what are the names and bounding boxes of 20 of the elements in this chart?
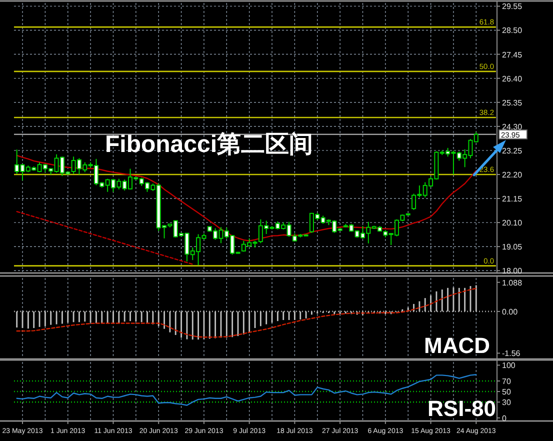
y-tick-label: 27.45 xyxy=(502,50,523,60)
annotation: RSI-80 xyxy=(428,396,496,421)
y-tick-label: 22.20 xyxy=(502,170,523,180)
y-tick-label: -1.56 xyxy=(502,349,521,358)
y-tick-label: 30 xyxy=(502,398,512,408)
y-tick-label: 1.088 xyxy=(502,278,523,288)
y-tick-label: 21.15 xyxy=(502,194,523,204)
y-tick-label: 70 xyxy=(502,376,512,386)
y-tick-label: 19.05 xyxy=(502,242,523,252)
y-tick-label: 25.35 xyxy=(502,98,523,108)
y-tick-label: 100 xyxy=(502,361,516,370)
y-tick-label: 50 xyxy=(502,388,512,397)
y-tick-label: 28.50 xyxy=(502,26,523,36)
y-tick-label: 24.30 xyxy=(502,122,523,132)
y-tick-label: 29.55 xyxy=(502,2,523,12)
y-tick-label: 20.10 xyxy=(502,218,523,228)
y-tick-label: 26.40 xyxy=(502,74,523,84)
y-tick-label: 0.00 xyxy=(502,307,518,316)
annotation: MACD xyxy=(424,333,490,358)
y-tick-label: 23.25 xyxy=(502,146,523,156)
